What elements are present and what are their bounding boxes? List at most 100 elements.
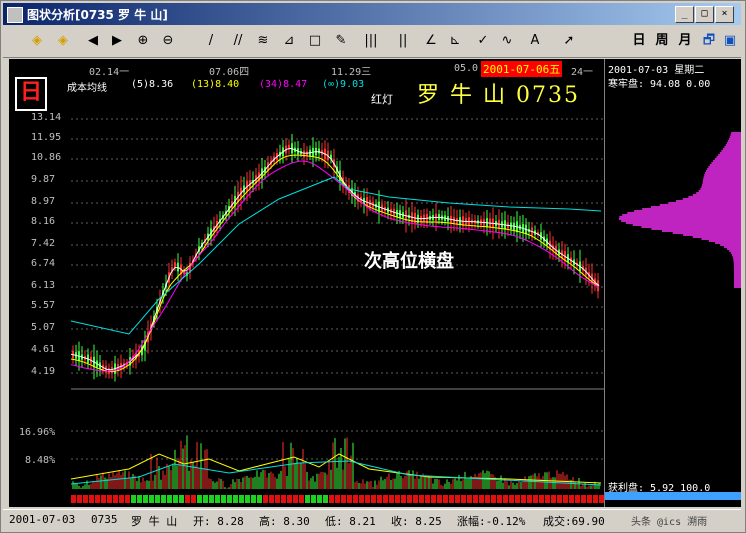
signal-block: [191, 495, 196, 503]
status-open: 开: 8.28: [193, 515, 244, 528]
minimize-button[interactable]: _: [675, 6, 694, 23]
price-tick: 5.57: [31, 300, 56, 311]
period-month-button[interactable]: 月: [678, 33, 692, 48]
signal-block: [137, 495, 142, 503]
rectangle-icon[interactable]: □: [308, 33, 322, 48]
candle-body: [330, 154, 332, 160]
signal-block: [371, 495, 376, 503]
signal-block: [71, 495, 76, 503]
signal-block: [221, 495, 226, 503]
signal-block: [143, 495, 148, 503]
time-label: 11.29三: [331, 67, 372, 78]
ma13-line: [70, 154, 600, 373]
price-tick: 6.13: [31, 280, 56, 291]
signal-block: [509, 495, 514, 503]
parallel-line-icon[interactable]: //: [233, 33, 243, 48]
time-label: 07.06四: [209, 67, 250, 78]
signal-block: [203, 495, 208, 503]
percent-lines-icon[interactable]: ||: [398, 33, 408, 48]
signal-block: [95, 495, 100, 503]
extra-icon[interactable]: ▣: [723, 33, 737, 48]
status-close: 收: 8.25: [391, 515, 442, 528]
signal-block: [131, 495, 136, 503]
fibonacci-icon[interactable]: ≋: [257, 33, 269, 48]
signal-block: [173, 495, 178, 503]
signal-block: [425, 495, 430, 503]
arrow-right-icon[interactable]: ▶: [112, 33, 122, 48]
candle-body: [183, 269, 185, 274]
magnify-minus-icon[interactable]: ⊖: [162, 33, 174, 48]
signal-block: [101, 495, 106, 503]
signal-block: [365, 495, 370, 503]
title-bar[interactable]: 图状分析[0735 罗 牛 山] _ □ ×: [3, 3, 741, 25]
signal-block: [593, 495, 598, 503]
arrow-left-icon[interactable]: ◀: [88, 33, 98, 48]
check-icon[interactable]: ✓: [477, 33, 489, 48]
status-code: 0735: [91, 513, 118, 526]
signal-block: [227, 495, 232, 503]
signal-block: [341, 495, 346, 503]
signal-block: [437, 495, 442, 503]
chip-distribution-panel[interactable]: 2001-07-03 星期二 寒牢盘: 94.08 0.00 获利盘: 5.92…: [604, 59, 741, 507]
candle-body: [288, 144, 290, 150]
signal-block: [551, 495, 556, 503]
speed-line-icon[interactable]: ⊾: [449, 33, 461, 48]
ma5-line: [70, 147, 600, 371]
wave-icon[interactable]: ∿: [501, 33, 513, 48]
cycle-lines-icon[interactable]: |||: [364, 33, 378, 48]
pointer-icon[interactable]: ➚: [563, 33, 575, 48]
signal-block: [161, 495, 166, 503]
maximize-button[interactable]: □: [695, 6, 714, 23]
channel-icon[interactable]: ⊿: [283, 33, 295, 48]
signal-block: [215, 495, 220, 503]
zoom-out-diamond-icon[interactable]: ◈: [58, 33, 68, 48]
app-icon: [7, 7, 23, 23]
candle-body: [243, 185, 245, 193]
chip-profile-canvas: [605, 132, 741, 500]
price-tick: 4.61: [31, 344, 56, 355]
time-label: 24一: [571, 67, 594, 78]
price-tick: 5.07: [31, 322, 56, 333]
signal-block: [485, 495, 490, 503]
signal-block: [491, 495, 496, 503]
signal-block: [497, 495, 502, 503]
time-label: 02.14一: [89, 67, 130, 78]
candle-body: [303, 150, 305, 158]
angle-icon[interactable]: ∠: [425, 33, 437, 48]
chart-area: 日 02.14一 07.06四 11.29三 05.0 24一 2001-07-…: [9, 59, 741, 507]
window-icon[interactable]: 🗗: [702, 33, 716, 48]
ma34-value: (34)8.47: [259, 79, 308, 90]
signal-block: [149, 495, 154, 503]
signal-block: [419, 495, 424, 503]
signal-block: [359, 495, 364, 503]
signal-block: [77, 495, 82, 503]
signal-block: [347, 495, 352, 503]
signal-block: [239, 495, 244, 503]
zoom-in-diamond-icon[interactable]: ◈: [32, 33, 42, 48]
status-bar: 2001-07-03 0735 罗 牛 山 开: 8.28 高: 8.30 低:…: [3, 509, 741, 530]
profit-bar: [605, 492, 741, 500]
signal-block: [167, 495, 172, 503]
close-button[interactable]: ×: [715, 6, 734, 23]
time-label: 05.0: [454, 63, 479, 74]
period-week-button[interactable]: 周: [655, 33, 669, 48]
signal-block: [113, 495, 118, 503]
signal-block: [287, 495, 292, 503]
signal-block: [299, 495, 304, 503]
signal-block: [185, 495, 190, 503]
period-day-button[interactable]: 日: [632, 33, 646, 48]
signal-block: [233, 495, 238, 503]
day-period-icon[interactable]: 日: [15, 77, 47, 111]
magnify-plus-icon[interactable]: ⊕: [137, 33, 149, 48]
signal-block: [587, 495, 592, 503]
text-tool-icon[interactable]: A: [530, 33, 540, 48]
line-tool-icon[interactable]: /: [208, 33, 214, 48]
signal-block: [323, 495, 328, 503]
signal-block: [473, 495, 478, 503]
signal-block: [257, 495, 262, 503]
pen-icon[interactable]: ✎: [335, 33, 347, 48]
status-date: 2001-07-03: [9, 513, 76, 526]
kline-chart[interactable]: 日 02.14一 07.06四 11.29三 05.0 24一 2001-07-…: [9, 59, 604, 507]
ma-inf-line: [70, 176, 602, 335]
